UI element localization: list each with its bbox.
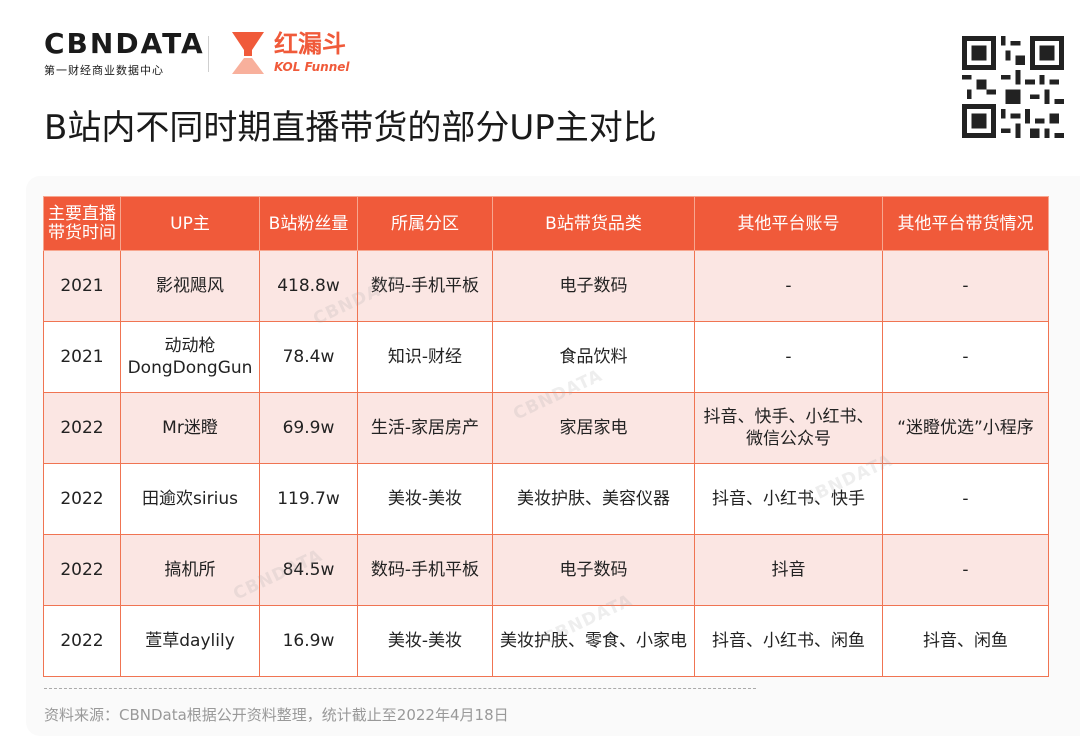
- cell-time: 2021: [43, 321, 121, 393]
- qr-code-icon: [962, 36, 1064, 138]
- header-other-platform-accounts: 其他平台账号: [694, 196, 883, 251]
- cell-fans: 418.8w: [259, 250, 358, 322]
- cell-time: 2022: [43, 534, 121, 606]
- cell-product-category: 家居家电: [492, 392, 695, 464]
- cell-other-sales: 抖音、闲鱼: [882, 605, 1049, 677]
- cell-up-host: 田逾欢sirius: [120, 463, 260, 535]
- cell-fans: 84.5w: [259, 534, 358, 606]
- cell-zone: 知识-财经: [357, 321, 493, 393]
- header-product-category: B站带货品类: [492, 196, 695, 251]
- cell-zone: 美妆-美妆: [357, 463, 493, 535]
- table-row: 2021 动动枪 DongDongGun 78.4w 知识-财经 食品饮料 - …: [43, 321, 1049, 393]
- header-broadcast-time: 主要直播带货时间: [43, 196, 121, 251]
- page-header: CBNDATA 第一财经商业数据中心 红漏斗 KOL Funnel B站内不同时…: [0, 0, 1080, 180]
- cell-other-sales: -: [882, 250, 1049, 322]
- cell-up-host: 萱草daylily: [120, 605, 260, 677]
- cell-product-category: 电子数码: [492, 250, 695, 322]
- table-row: 2021 影视飓风 418.8w 数码-手机平板 电子数码 - -: [43, 250, 1049, 322]
- cell-product-category: 美妆护肤、零食、小家电: [492, 605, 695, 677]
- cell-other-accounts: 抖音、小红书、闲鱼: [694, 605, 883, 677]
- cell-fans: 78.4w: [259, 321, 358, 393]
- cell-other-accounts: -: [694, 250, 883, 322]
- kol-logo-en: KOL Funnel: [274, 60, 350, 74]
- cell-fans: 119.7w: [259, 463, 358, 535]
- cell-up-host: 动动枪 DongDongGun: [120, 321, 260, 393]
- cell-zone: 美妆-美妆: [357, 605, 493, 677]
- header-other-platform-sales: 其他平台带货情况: [882, 196, 1049, 251]
- cell-other-sales: “迷瞪优选”小程序: [882, 392, 1049, 464]
- cell-time: 2021: [43, 250, 121, 322]
- header-category-zone: 所属分区: [357, 196, 493, 251]
- cell-other-sales: -: [882, 534, 1049, 606]
- cell-fans: 69.9w: [259, 392, 358, 464]
- cell-zone: 数码-手机平板: [357, 534, 493, 606]
- logo-divider: [208, 36, 209, 72]
- table-row: 2022 萱草daylily 16.9w 美妆-美妆 美妆护肤、零食、小家电 抖…: [43, 605, 1049, 677]
- funnel-icon: [232, 32, 264, 74]
- cell-product-category: 电子数码: [492, 534, 695, 606]
- cell-up-host: 搞机所: [120, 534, 260, 606]
- cell-other-accounts: 抖音、小红书、快手: [694, 463, 883, 535]
- cell-time: 2022: [43, 605, 121, 677]
- cbndata-logo: CBNDATA 第一财经商业数据中心: [44, 28, 205, 78]
- cell-time: 2022: [43, 392, 121, 464]
- table-row: 2022 搞机所 84.5w 数码-手机平板 电子数码 抖音 -: [43, 534, 1049, 606]
- table-row: 2022 田逾欢sirius 119.7w 美妆-美妆 美妆护肤、美容仪器 抖音…: [43, 463, 1049, 535]
- cell-time: 2022: [43, 463, 121, 535]
- table-header-row: 主要直播带货时间 UP主 B站粉丝量 所属分区 B站带货品类 其他平台账号 其他…: [43, 196, 1049, 251]
- cbndata-logo-text: CBNDATA: [44, 27, 205, 60]
- cell-zone: 生活-家居房产: [357, 392, 493, 464]
- cell-product-category: 食品饮料: [492, 321, 695, 393]
- up-comparison-table: 主要直播带货时间 UP主 B站粉丝量 所属分区 B站带货品类 其他平台账号 其他…: [43, 196, 1049, 677]
- cell-up-host: Mr迷瞪: [120, 392, 260, 464]
- cell-product-category: 美妆护肤、美容仪器: [492, 463, 695, 535]
- header-fans: B站粉丝量: [259, 196, 358, 251]
- page-title: B站内不同时期直播带货的部分UP主对比: [44, 108, 657, 148]
- cell-other-sales: -: [882, 463, 1049, 535]
- kol-logo-cn: 红漏斗: [274, 30, 346, 58]
- table-row: 2022 Mr迷瞪 69.9w 生活-家居房产 家居家电 抖音、快手、小红书、微…: [43, 392, 1049, 464]
- cell-other-accounts: 抖音、快手、小红书、微信公众号: [694, 392, 883, 464]
- footer-divider: [44, 688, 756, 689]
- cell-fans: 16.9w: [259, 605, 358, 677]
- cell-zone: 数码-手机平板: [357, 250, 493, 322]
- cell-other-sales: -: [882, 321, 1049, 393]
- cell-up-host: 影视飓风: [120, 250, 260, 322]
- cbndata-logo-subtitle: 第一财经商业数据中心: [44, 64, 164, 77]
- header-up-host: UP主: [120, 196, 260, 251]
- cell-other-accounts: -: [694, 321, 883, 393]
- cell-other-accounts: 抖音: [694, 534, 883, 606]
- data-source-note: 资料来源：CBNData根据公开资料整理，统计截止至2022年4月18日: [44, 706, 509, 724]
